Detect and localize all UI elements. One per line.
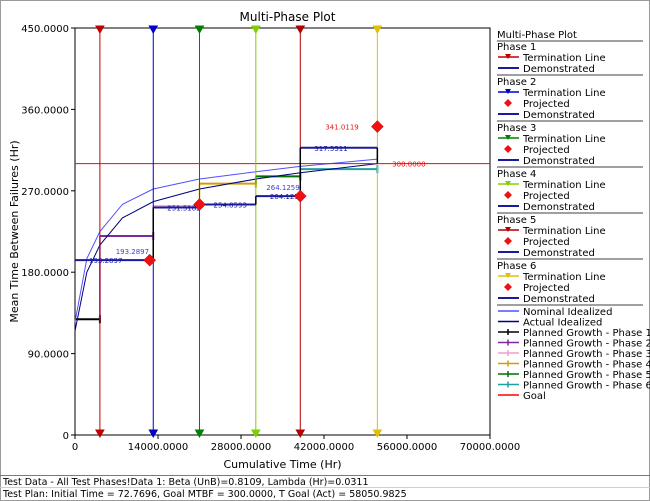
y-tick-label: 90.0000 xyxy=(28,350,69,361)
legend-entry-label: Planned Growth - Phase 5 xyxy=(523,370,650,381)
legend-entry-label: Nominal Idealized xyxy=(523,307,612,318)
projected-point-phase-2 xyxy=(143,253,157,267)
legend-swatch-projected xyxy=(504,99,512,107)
demonstrated-label-2: 251.5182 xyxy=(167,205,200,213)
footer-plan-line: Test Plan: Initial Time = 72.7696, Goal … xyxy=(3,489,407,500)
legend-entry-label: Demonstrated xyxy=(523,64,595,75)
x-axis-label: Cumulative Time (Hr) xyxy=(223,458,341,471)
projected-label-phase-6: 341.0119 xyxy=(325,124,358,132)
legend-swatch-termination-marker xyxy=(505,89,511,94)
y-tick-label: 270.0000 xyxy=(21,187,69,198)
legend-entry-label: Demonstrated xyxy=(523,156,595,167)
legend-group-title: Phase 5 xyxy=(497,215,536,226)
termination-marker-bottom-4 xyxy=(250,429,261,439)
x-tick-label: 28000.0000 xyxy=(211,442,271,453)
legend-entry-label: Projected xyxy=(523,283,570,294)
legend-entry-label: Projected xyxy=(523,237,570,248)
y-axis-label: Mean Time Between Failures (Hr) xyxy=(8,140,21,322)
legend-swatch-termination-marker xyxy=(505,227,511,232)
legend-swatch-termination-marker xyxy=(505,135,511,140)
legend-entry-label: Demonstrated xyxy=(523,110,595,121)
legend-group-title: Phase 1 xyxy=(497,42,536,53)
legend-title: Multi-Phase Plot xyxy=(497,30,577,41)
projected-point-phase-5 xyxy=(293,189,307,203)
legend-group-title: Phase 3 xyxy=(497,123,536,134)
legend-group-title: Phase 2 xyxy=(497,77,536,88)
legend-entry-label: Projected xyxy=(523,145,570,156)
termination-marker-bottom-1 xyxy=(95,429,105,439)
legend-group-title: Phase 6 xyxy=(497,261,536,272)
legend-entry-label: Planned Growth - Phase 6 xyxy=(523,381,650,392)
termination-marker-top-1 xyxy=(95,25,105,35)
termination-marker-top-2 xyxy=(148,25,159,35)
termination-marker-bottom-3 xyxy=(194,429,205,439)
demonstrated-label-1: 193.2897 xyxy=(89,257,122,265)
y-tick-label: 0 xyxy=(63,431,69,442)
legend-entry-label: Termination Line xyxy=(522,226,606,237)
legend-entry-label: Projected xyxy=(523,191,570,202)
legend-entry-label: Planned Growth - Phase 4 xyxy=(523,360,650,371)
projected-label-phase-5: 264.1259 xyxy=(266,184,299,192)
legend-entry-label: Planned Growth - Phase 1 xyxy=(523,328,650,339)
chart-title: Multi-Phase Plot xyxy=(240,10,336,24)
legend-entry-label: Termination Line xyxy=(522,134,606,145)
projected-label-phase-2: 193.2897 xyxy=(116,248,149,256)
y-tick-label: 180.0000 xyxy=(21,268,69,279)
x-tick-label: 0 xyxy=(72,442,78,453)
y-tick-label: 450.0000 xyxy=(21,24,69,35)
legend-group-title: Phase 4 xyxy=(497,169,536,180)
legend-entry-label: Demonstrated xyxy=(523,248,595,259)
x-tick-label: 14000.0000 xyxy=(128,442,188,453)
legend-entry-label: Demonstrated xyxy=(523,294,595,305)
termination-marker-top-5 xyxy=(295,25,306,35)
legend-swatch-projected xyxy=(504,237,512,245)
legend-swatch-projected xyxy=(504,283,512,291)
legend-entry-label: Termination Line xyxy=(522,180,606,191)
demonstrated-label-4: 264.1259 xyxy=(270,193,303,201)
legend-entry-label: Projected xyxy=(523,99,570,110)
legend-swatch-termination-marker xyxy=(505,54,511,59)
legend-entry-label: Termination Line xyxy=(522,272,606,283)
termination-marker-bottom-2 xyxy=(148,429,159,439)
x-tick-label: 42000.0000 xyxy=(294,442,354,453)
legend-entry-label: Goal xyxy=(523,391,546,402)
termination-marker-top-4 xyxy=(250,25,261,35)
legend-swatch-projected xyxy=(504,145,512,153)
footer-data-line: Test Data - All Test Phases!Data 1: Beta… xyxy=(3,477,369,488)
legend-swatch-projected xyxy=(504,191,512,199)
legend-entry-label: Actual Idealized xyxy=(523,318,602,329)
x-tick-label: 56000.0000 xyxy=(377,442,437,453)
legend-entry-label: Termination Line xyxy=(522,88,606,99)
legend-entry-label: Planned Growth - Phase 2 xyxy=(523,339,650,350)
projected-point-phase-6 xyxy=(371,120,384,133)
plot-area-border xyxy=(74,27,491,436)
termination-marker-top-3 xyxy=(194,25,205,35)
y-tick-label: 360.0000 xyxy=(21,105,69,116)
legend-entry-label: Termination Line xyxy=(522,53,606,64)
legend-swatch-termination-marker xyxy=(505,273,511,278)
termination-marker-bottom-5 xyxy=(295,429,306,439)
legend-entry-label: Planned Growth - Phase 3 xyxy=(523,349,650,360)
projected-point-phase-3 xyxy=(193,198,206,211)
multi-phase-chart: Multi-Phase Plot 0 14000.0000 28000.0000 420… xyxy=(8,10,650,471)
legend-entry-label: Demonstrated xyxy=(523,202,595,213)
demonstrated-label-5: 317.5511 xyxy=(314,145,347,153)
termination-marker-top-6 xyxy=(372,25,383,35)
goal-label: 300.0000 xyxy=(392,161,425,169)
termination-marker-bottom-6 xyxy=(372,429,383,439)
x-tick-label: 70000.0000 xyxy=(460,442,520,453)
footer-separator xyxy=(0,475,650,476)
legend-swatch-termination-marker xyxy=(505,181,511,186)
demonstrated-label-3: 254.8593 xyxy=(214,201,247,209)
footer-separator-2 xyxy=(0,487,650,488)
